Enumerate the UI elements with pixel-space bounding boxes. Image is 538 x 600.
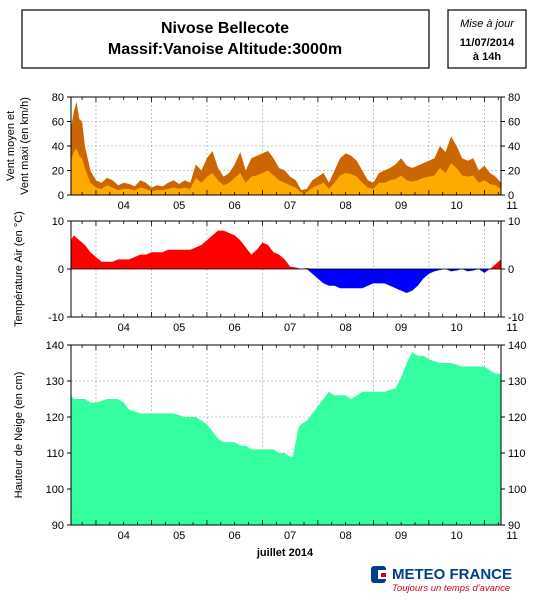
wind-ytick-label-right: 0 bbox=[508, 190, 514, 202]
snow-xtick-label: 08 bbox=[340, 530, 352, 542]
wind-xtick-label: 05 bbox=[173, 200, 185, 212]
temp-xtick-label: 06 bbox=[229, 322, 241, 334]
wind-xtick-label: 06 bbox=[229, 200, 241, 212]
temp-ytick-label-left: 10 bbox=[52, 216, 64, 228]
temp-ytick-label-right: -10 bbox=[508, 312, 524, 324]
temp-xtick-label: 07 bbox=[284, 322, 296, 334]
snow-ytick-label-right: 130 bbox=[508, 376, 526, 388]
wind-ytick-label-left: 0 bbox=[58, 190, 64, 202]
wind-xtick-label: 04 bbox=[118, 200, 130, 212]
title-box bbox=[21, 9, 430, 69]
snow-xtick-label: 09 bbox=[395, 530, 407, 542]
wind-xtick-label: 08 bbox=[340, 200, 352, 212]
snow-xtick-label: 06 bbox=[229, 530, 241, 542]
temperature-positive-area bbox=[71, 230, 501, 269]
wind-mean-area bbox=[71, 148, 501, 195]
snow-xtick-label: 10 bbox=[450, 530, 462, 542]
snow-xtick-label: 11 bbox=[506, 530, 517, 542]
wind-ytick-label-left: 20 bbox=[52, 166, 64, 178]
wind-ytick-label-right: 60 bbox=[508, 117, 520, 129]
snow-ytick-label-right: 110 bbox=[508, 448, 526, 460]
wind-ylabel-line1: Vent moyen et bbox=[5, 111, 17, 181]
temp-xtick-label: 10 bbox=[450, 322, 462, 334]
wind-xtick-label: 09 bbox=[395, 200, 407, 212]
wind-xtick-label: 11 bbox=[506, 200, 517, 212]
x-axis-title: juillet 2014 bbox=[256, 547, 314, 559]
temp-ytick-label-right: 0 bbox=[508, 264, 514, 276]
snow-ytick-label-left: 110 bbox=[46, 448, 64, 460]
brand-name: METEO FRANCE bbox=[392, 566, 512, 583]
snow-ytick-label-left: 120 bbox=[46, 412, 64, 424]
update-label: Mise à jour bbox=[460, 18, 515, 30]
snow-ytick-label-left: 130 bbox=[46, 376, 64, 388]
temperature-panel: -10 -10 0 0 10 10 04 05 06 07 08 09 10 11 bbox=[48, 216, 524, 334]
snow-ytick-label-right: 100 bbox=[508, 484, 526, 496]
snow-panel: 90 90 100 100 110 110 120 120 130 130 140 140 04 05 06… bbox=[46, 340, 527, 542]
wind-ytick-label-left: 40 bbox=[52, 141, 64, 153]
snow-ytick-label-right: 90 bbox=[508, 520, 520, 532]
logo-mark-red bbox=[381, 573, 386, 577]
snow-ytick-label-left: 140 bbox=[46, 340, 64, 352]
snow-ylabel: Hauteur de Neige (en cm) bbox=[13, 372, 25, 499]
temp-ytick-label-right: 10 bbox=[508, 216, 520, 228]
snow-ytick-label-left: 100 bbox=[46, 484, 64, 496]
snow-ytick-label-left: 90 bbox=[52, 520, 64, 532]
update-date: 11/07/2014 bbox=[460, 37, 515, 49]
temp-xtick-label: 09 bbox=[395, 322, 407, 334]
chart-title-line2: Massif:Vanoise Altitude:3000m bbox=[108, 41, 342, 58]
temp-ytick-label-left: 0 bbox=[58, 264, 64, 276]
snow-ytick-label-right: 120 bbox=[508, 412, 526, 424]
wind-ytick-label-right: 20 bbox=[508, 166, 520, 178]
snow-xtick-label: 04 bbox=[118, 530, 130, 542]
temp-ytick-label-left: -10 bbox=[48, 312, 64, 324]
snow-frame bbox=[70, 344, 502, 526]
wind-ytick-label-right: 80 bbox=[508, 92, 520, 104]
snow-depth-area bbox=[71, 352, 501, 525]
snow-ytick-label-right: 140 bbox=[508, 340, 526, 352]
wind-panel: 0 0 20 20 40 40 60 60 80 80 04 05 06 07 08 09 10 11 bbox=[52, 92, 521, 212]
temp-xtick-label: 11 bbox=[506, 322, 517, 334]
chart-title-line1: Nivose Bellecote bbox=[161, 20, 289, 37]
wind-ylabel-line2: Vent maxi (en km/h) bbox=[19, 97, 31, 195]
snow-xtick-label: 05 bbox=[173, 530, 185, 542]
wind-ytick-label-left: 80 bbox=[52, 92, 64, 104]
wind-max-area bbox=[71, 101, 501, 195]
brand-slogan: Toujours un temps d'avance bbox=[392, 583, 510, 594]
wind-ytick-label-left: 60 bbox=[52, 117, 64, 129]
update-time: à 14h bbox=[473, 51, 501, 63]
temperature-negative-area bbox=[71, 269, 501, 293]
update-box bbox=[447, 9, 527, 69]
meteo-france-logo: METEO FRANCE Toujours un temps d'avance bbox=[371, 566, 512, 594]
temp-xtick-label: 04 bbox=[118, 322, 130, 334]
temp-xtick-label: 08 bbox=[340, 322, 352, 334]
wind-xtick-label: 10 bbox=[450, 200, 462, 212]
wind-ytick-label-right: 40 bbox=[508, 141, 520, 153]
temp-ylabel: Température Air (en °C) bbox=[13, 211, 25, 327]
snow-xtick-label: 07 bbox=[284, 530, 296, 542]
temp-xtick-label: 05 bbox=[173, 322, 185, 334]
wind-xtick-label: 07 bbox=[284, 200, 296, 212]
